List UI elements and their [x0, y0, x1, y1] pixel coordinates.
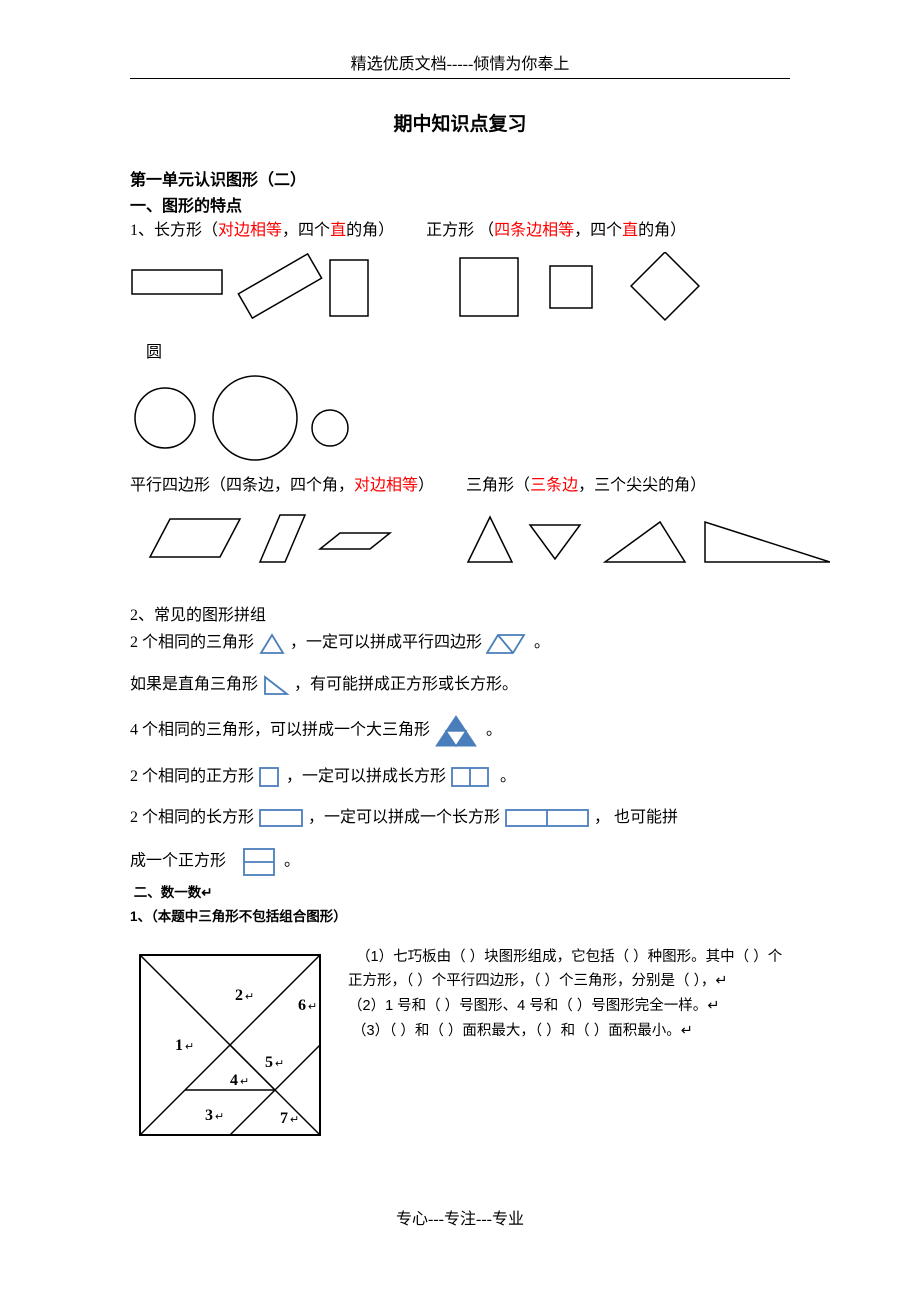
combo3: 4 个相同的三角形，可以拼成一个大三角形 。: [130, 714, 790, 748]
tangram-l3: （3）（ ）和（ ）面积最大，（ ）和（ ）面积最小。: [352, 1023, 681, 1039]
combo5-a: 2 个相同的长方形: [130, 809, 254, 826]
item1-num: 1、: [130, 222, 154, 239]
rect-red2: 直: [330, 222, 346, 239]
sq-label: 正方形 （: [426, 222, 494, 239]
combo4-a: 2 个相同的正方形: [130, 768, 254, 785]
combo6-b: 。: [284, 852, 300, 869]
note-heading: 1、（本题中三角形不包括组合图形）: [130, 905, 790, 925]
combo1: 2 个相同的三角形 ，一定可以拼成平行四边形 。: [130, 630, 790, 656]
sq-red2: 直: [622, 222, 638, 239]
combo4-b: ，一定可以拼成长方形: [286, 768, 446, 785]
svg-text:2: 2: [235, 987, 243, 1004]
combo1-c: 。: [534, 634, 550, 651]
tri-end: ，三个尖尖的角）: [578, 477, 706, 494]
arrow-icon: ↵: [681, 1023, 693, 1039]
svg-text:4: 4: [230, 1072, 238, 1089]
combo5-b: ，一定可以拼成一个长方形: [308, 809, 500, 826]
svg-text:5: 5: [265, 1054, 273, 1071]
svg-text:↵: ↵: [215, 1111, 224, 1123]
combo5-c: ， 也可能拼: [594, 809, 678, 826]
combo2-a: 如果是直角三角形: [130, 676, 258, 693]
page-title: 期中知识点复习: [130, 109, 790, 136]
svg-text:↵: ↵: [245, 991, 254, 1003]
combo6: 成一个正方形 。: [130, 847, 790, 877]
triangle-icon: [258, 633, 286, 655]
section1-heading: 一、图形的特点: [130, 192, 790, 216]
combo3-a: 4 个相同的三角形，可以拼成一个大三角形: [130, 721, 430, 738]
four-triangles-icon: [434, 714, 478, 748]
svg-text:↵: ↵: [240, 1076, 249, 1088]
arrow-icon: ↵: [715, 973, 727, 989]
svg-text:↵: ↵: [275, 1058, 284, 1070]
item1-line: 1、长方形（对边相等，四个直的角） 正方形 （四条边相等，四个直的角）: [130, 218, 790, 244]
shapes-rect-sq-svg: [130, 252, 790, 322]
footer: 专心---专注---专业: [130, 1205, 790, 1229]
circles-svg: [130, 373, 430, 463]
para-end: ）: [418, 477, 434, 494]
rect-label: 长方形（: [154, 222, 218, 239]
arrow-icon: ↵: [201, 885, 212, 900]
circle-label: 圆: [130, 340, 790, 366]
sq-end: 的角）: [638, 222, 686, 239]
unit-heading: 第一单元认识图形（二）: [130, 166, 790, 190]
section2-heading: 2、常见的图形拼组: [130, 603, 790, 629]
arrow-icon: ↵: [707, 998, 719, 1014]
square-icon: [258, 766, 282, 788]
section2b-heading: 二、数一数↵: [130, 881, 790, 901]
sq-mid: ，四个: [574, 222, 622, 239]
tri-red: 三条边: [530, 477, 578, 494]
stacked-rectangles-icon: [242, 847, 276, 877]
circle-label-text: 圆: [146, 344, 162, 361]
top-header: 精选优质文档-----倾情为你奉上: [130, 50, 790, 74]
tri-label: 三角形（: [466, 477, 530, 494]
two-squares-icon: [450, 766, 492, 788]
combo5: 2 个相同的长方形 ，一定可以拼成一个长方形 ， 也可能拼: [130, 805, 790, 831]
svg-text:6: 6: [298, 997, 306, 1014]
para-label: 平行四边形（四条边，四个角，: [130, 477, 354, 494]
combo4-c: 。: [500, 768, 516, 785]
svg-text:7: 7: [280, 1110, 288, 1127]
svg-text:↵: ↵: [308, 1001, 317, 1013]
right-triangle-icon: [262, 674, 290, 696]
rect-end: 的角）: [346, 222, 394, 239]
tangram-svg: 1 2 3 4 5 6 7 ↵ ↵ ↵ ↵ ↵ ↵ ↵: [130, 945, 330, 1145]
para-tri-line: 平行四边形（四条边，四个角，对边相等） 三角形（三条边，三个尖尖的角）: [130, 473, 790, 499]
parallelogram-icon: [486, 633, 526, 655]
sq-red: 四条边相等: [494, 222, 574, 239]
rect-mid: ，四个: [282, 222, 330, 239]
tangram-questions: （1）七巧板由（ ）块图形组成，它包括（ ）种图形。其中（ ）个正方形，（ ）个…: [348, 945, 790, 1044]
para-tri-shapes: [130, 507, 790, 577]
combo2-b: ，有可能拼成正方形或长方形。: [294, 676, 518, 693]
svg-text:1: 1: [175, 1037, 183, 1054]
circle-shapes: [130, 373, 790, 463]
tangram-block: 1 2 3 4 5 6 7 ↵ ↵ ↵ ↵ ↵ ↵ ↵ （1）七巧板由（ ）块图…: [130, 945, 790, 1145]
rect-red: 对边相等: [218, 222, 282, 239]
combo2: 如果是直角三角形 ，有可能拼成正方形或长方形。: [130, 672, 790, 698]
para-tri-svg: [130, 507, 830, 577]
combo1-a: 2 个相同的三角形: [130, 634, 254, 651]
page: 精选优质文档-----倾情为你奉上 期中知识点复习 第一单元认识图形（二） 一、…: [0, 0, 920, 1269]
two-rectangles-icon: [504, 808, 590, 828]
combo4: 2 个相同的正方形 ，一定可以拼成长方形 。: [130, 764, 790, 790]
section2b-text: 二、数一数: [134, 885, 202, 900]
header-rule: [130, 78, 790, 79]
combo3-b: 。: [486, 721, 502, 738]
combo6-a: 成一个正方形: [130, 852, 226, 869]
combo1-b: ，一定可以拼成平行四边形: [290, 634, 482, 651]
rect-sq-shapes: [130, 252, 790, 322]
rectangle-icon: [258, 808, 304, 828]
para-red: 对边相等: [354, 477, 418, 494]
svg-text:3: 3: [205, 1107, 213, 1124]
svg-text:↵: ↵: [185, 1041, 194, 1053]
svg-text:↵: ↵: [290, 1114, 299, 1126]
tangram-l2: （2）1 号和（ ）号图形、4 号和（ ）号图形完全一样。: [348, 998, 707, 1014]
